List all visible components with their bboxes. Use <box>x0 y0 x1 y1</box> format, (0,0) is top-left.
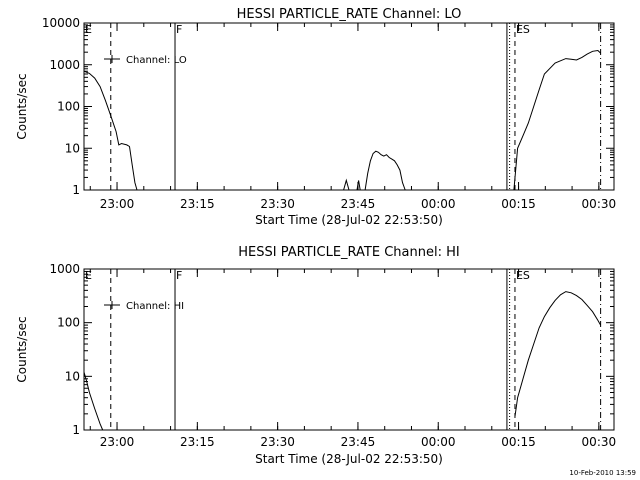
x-tick-label: 00:00 <box>421 435 456 449</box>
event-marker-label: E <box>85 23 92 36</box>
x-tick-label: 23:15 <box>180 435 215 449</box>
x-tick-label: 23:00 <box>100 197 135 211</box>
x-tick-label: 00:30 <box>582 197 617 211</box>
x-tick-label: 00:30 <box>582 435 617 449</box>
x-tick-label: 23:00 <box>100 435 135 449</box>
y-tick-label: 10 <box>65 141 80 155</box>
x-tick-label: 23:30 <box>260 435 295 449</box>
series-line <box>514 291 602 417</box>
series-line <box>343 178 350 191</box>
series-line <box>513 49 601 191</box>
x-axis-label: Start Time (28-Jul-02 22:53:50) <box>255 213 443 227</box>
plot-frame <box>83 22 615 191</box>
x-tick-label: 23:15 <box>180 197 215 211</box>
x-tick-label: 00:00 <box>421 197 456 211</box>
x-axis-label: Start Time (28-Jul-02 22:53:50) <box>255 452 443 466</box>
x-tick-label: 23:30 <box>260 197 295 211</box>
legend-label: Channel: HI <box>126 301 184 312</box>
timestamp-label: 10-Feb-2010 13:59 <box>569 469 636 477</box>
series-line <box>356 180 361 191</box>
x-tick-label: 23:45 <box>341 197 376 211</box>
event-marker-label: E <box>85 269 92 282</box>
x-tick-label: 00:15 <box>501 435 536 449</box>
x-tick-label: 23:45 <box>341 435 376 449</box>
series-line <box>83 371 104 431</box>
y-tick-label: 10 <box>65 369 80 383</box>
event-marker-label: F <box>176 23 182 36</box>
event-marker-label: ES <box>516 23 530 36</box>
y-tick-label: 1000 <box>49 262 80 276</box>
event-marker-label: ES <box>516 269 530 282</box>
y-tick-label: 100 <box>57 100 80 114</box>
y-tick-label: 1 <box>72 183 80 197</box>
chart-title: HESSI PARTICLE_RATE Channel: LO <box>237 7 462 22</box>
chart-title: HESSI PARTICLE_RATE Channel: HI <box>238 245 459 260</box>
y-axis-label: Counts/sec <box>15 73 29 139</box>
y-tick-label: 10000 <box>42 16 80 30</box>
y-tick-label: 100 <box>57 316 80 330</box>
y-tick-label: 1000 <box>49 58 80 72</box>
event-marker-label: F <box>176 269 182 282</box>
series-line <box>364 150 406 191</box>
x-tick-label: 00:15 <box>501 197 536 211</box>
y-tick-label: 1 <box>72 423 80 437</box>
plot-frame <box>83 268 615 431</box>
y-axis-label: Counts/sec <box>15 316 29 382</box>
legend-label: Channel: LO <box>126 55 187 66</box>
series-line <box>83 70 138 191</box>
